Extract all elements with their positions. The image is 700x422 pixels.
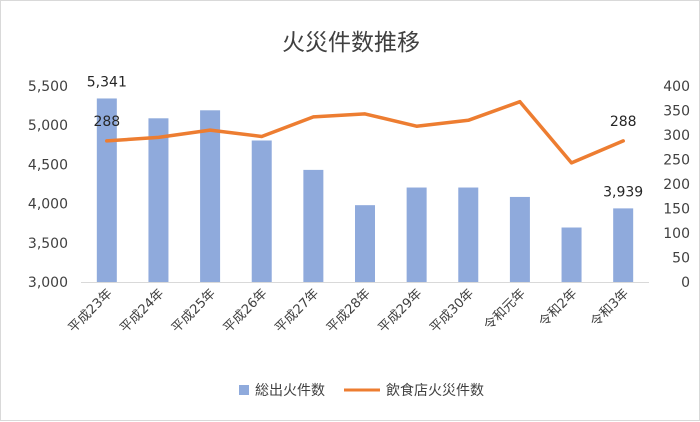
line-point-8	[518, 100, 522, 104]
x-tick-label: 平成26年	[221, 286, 271, 336]
legend: 総出火件数 飲食店火災件数	[239, 382, 484, 399]
line-point-0	[105, 139, 109, 143]
x-tick-label: 平成24年	[117, 286, 167, 336]
y-left-tick-label: 5,000	[28, 118, 68, 134]
bar-8	[509, 196, 530, 282]
y-right-tick-label: 200	[663, 177, 690, 193]
y-left-tick-label: 5,500	[28, 79, 68, 95]
data-label: 288	[610, 114, 637, 130]
y-right-tick-label: 100	[663, 226, 690, 242]
line-point-7	[466, 118, 470, 122]
line-point-6	[415, 124, 419, 128]
bar-6	[406, 187, 427, 282]
line-point-1	[156, 135, 160, 139]
y-left-tick-label: 4,500	[28, 157, 68, 173]
x-tick-label: 令和3年	[588, 286, 632, 330]
x-tick-label: 平成27年	[272, 286, 322, 336]
x-tick-label: 平成25年	[169, 286, 219, 336]
chart-title: 火災件数推移	[282, 30, 420, 56]
y-right-tick-label: 150	[663, 202, 690, 218]
legend-swatch-bar	[239, 385, 249, 395]
bar-7	[458, 187, 479, 282]
data-label: 3,939	[603, 184, 643, 200]
y-right-tick-label: 50	[672, 251, 690, 267]
bar-0	[96, 98, 117, 282]
bar-5	[355, 205, 375, 282]
line-point-4	[311, 115, 315, 119]
line-point-9	[570, 161, 574, 165]
x-tick-label: 平成30年	[427, 286, 477, 336]
y-left-tick-label: 4,000	[28, 197, 68, 213]
x-axis: 平成23年 平成24年 平成25年 平成26年 平成27年 平成28年 平成29年 平成30年…	[66, 282, 649, 336]
x-tick-label: 平成29年	[376, 286, 426, 336]
legend-label-bar: 総出火件数	[255, 383, 325, 399]
bar-series-group	[96, 98, 634, 282]
line-series-group	[105, 99, 625, 165]
data-label: 288	[93, 114, 120, 130]
bar-4	[303, 169, 324, 282]
data-labels: 5,341 288 3,939 288	[87, 74, 643, 200]
x-tick-label: 令和元年	[481, 286, 528, 333]
y-left-tick-label: 3,000	[28, 275, 68, 291]
bar-10	[613, 208, 634, 282]
line-point-2	[208, 128, 212, 132]
line-series-path	[105, 99, 625, 165]
y-right-tick-label: 0	[681, 275, 690, 291]
y-right-tick-label: 300	[663, 128, 690, 144]
y-axis-left: 3,000 3,500 4,000 4,500 5,000 5,500	[28, 79, 68, 291]
legend-label-line: 飲食店火災件数	[386, 382, 484, 399]
y-right-tick-label: 400	[663, 79, 690, 95]
line-point-5	[363, 112, 367, 116]
x-tick-label: 令和2年	[536, 286, 580, 330]
bar-2	[200, 110, 221, 282]
y-left-tick-label: 3,500	[28, 236, 68, 252]
y-right-tick-label: 250	[663, 153, 690, 169]
x-tick-label: 平成23年	[66, 286, 116, 336]
line-point-10	[621, 139, 625, 143]
bar-9	[561, 227, 582, 282]
y-right-tick-label: 350	[663, 104, 690, 120]
data-label: 5,341	[87, 74, 127, 90]
y-axis-right: 0 50 100 150 200 250 300 350 400	[663, 79, 690, 291]
line-point-3	[260, 134, 264, 138]
bar-1	[148, 118, 169, 282]
x-tick-label: 平成28年	[324, 286, 374, 336]
bar-3	[251, 140, 272, 282]
